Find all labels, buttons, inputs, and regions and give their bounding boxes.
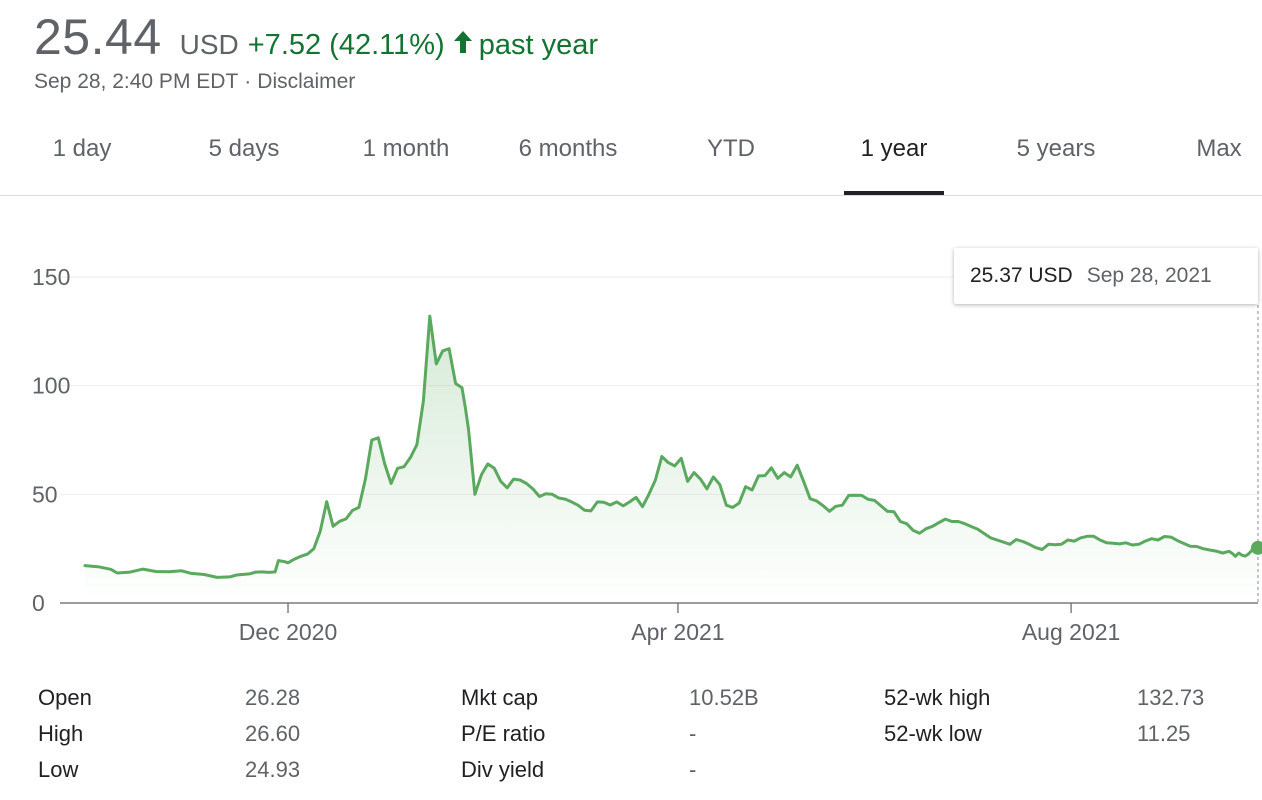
tooltip-value: 25.37 USD <box>970 264 1073 287</box>
quote-timestamp: Sep 28, 2:40 PM EDT <box>34 70 239 93</box>
stat-open-label: Open <box>38 685 92 710</box>
tooltip-date: Sep 28, 2021 <box>1086 264 1212 287</box>
stat-high-label: High <box>38 721 84 746</box>
tab-5-years[interactable]: 5 years <box>1016 135 1096 162</box>
tab-1-month[interactable]: 1 month <box>362 135 450 162</box>
stat-mktcap-label: Mkt cap <box>461 685 539 710</box>
stats-row-3: Low 24.93 Div yield - <box>0 757 1262 793</box>
y-tick-label-0: 0 <box>32 590 45 616</box>
arrow-up-icon <box>453 30 473 59</box>
tab-max[interactable]: Max <box>1196 135 1242 162</box>
stat-52wk-low-value: 11.25 <box>1137 721 1191 746</box>
quote-header: 25.44 USD +7.52 (42.11%) past year Sep 2… <box>34 8 598 94</box>
stat-low-value: 24.93 <box>245 757 301 782</box>
price-change: +7.52 (42.11%) <box>247 29 445 61</box>
stat-52wk-low-label: 52-wk low <box>884 721 982 746</box>
active-tab-indicator <box>844 191 944 195</box>
stat-high-value: 26.60 <box>245 721 301 746</box>
stats-row-1: Open 26.28 Mkt cap 10.52B 52-wk high 132… <box>0 685 1262 721</box>
stat-52wk-high-label: 52-wk high <box>884 685 991 710</box>
stat-pe-value: - <box>689 721 697 746</box>
series-area <box>85 316 1258 603</box>
crosshair-point <box>1251 540 1262 555</box>
y-tick-label-150: 150 <box>32 264 70 290</box>
stat-mktcap-value: 10.52B <box>689 685 759 710</box>
stat-open-value: 26.28 <box>245 685 301 710</box>
tab-1-year[interactable]: 1 year <box>860 135 928 162</box>
tab-ytd[interactable]: YTD <box>707 135 755 162</box>
stat-52wk-high-value: 132.73 <box>1137 685 1205 710</box>
stat-low-label: Low <box>38 757 79 782</box>
y-tick-label-50: 50 <box>32 481 58 507</box>
tab-6-months[interactable]: 6 months <box>518 135 618 162</box>
x-tick-label-1: Apr 2021 <box>631 619 724 645</box>
stat-pe-label: P/E ratio <box>461 721 546 746</box>
stats-row-2: High 26.60 P/E ratio - 52-wk low 11.25 <box>0 721 1262 757</box>
time-range-tabs: 1 day 5 days 1 month 6 months YTD 1 year… <box>0 105 1262 196</box>
y-tick-label-100: 100 <box>32 373 70 399</box>
x-tick-label-2: Aug 2021 <box>1022 619 1120 645</box>
currency-code: USD <box>179 29 239 60</box>
series-line <box>83 314 1260 579</box>
disclaimer-link[interactable]: Disclaimer <box>257 70 356 93</box>
tab-1-day[interactable]: 1 day <box>52 135 112 162</box>
x-tick-label-0: Dec 2020 <box>239 619 337 645</box>
chart-tooltip: 25.37 USD Sep 28, 2021 <box>954 248 1258 304</box>
quote-meta: Sep 28, 2:40 PM EDT · Disclaimer <box>34 70 598 94</box>
tab-5-days[interactable]: 5 days <box>208 135 280 162</box>
price-row: 25.44 USD +7.52 (42.11%) past year <box>34 8 598 66</box>
price-chart[interactable]: 0 50 100 150 Dec 2020 Apr 2021 Aug 2021 <box>0 215 1262 655</box>
meta-separator: · <box>244 70 252 93</box>
current-price: 25.44 <box>34 9 162 65</box>
change-period: past year <box>478 29 599 61</box>
stat-div-yield-label: Div yield <box>461 757 545 782</box>
stat-div-yield-value: - <box>689 757 697 782</box>
